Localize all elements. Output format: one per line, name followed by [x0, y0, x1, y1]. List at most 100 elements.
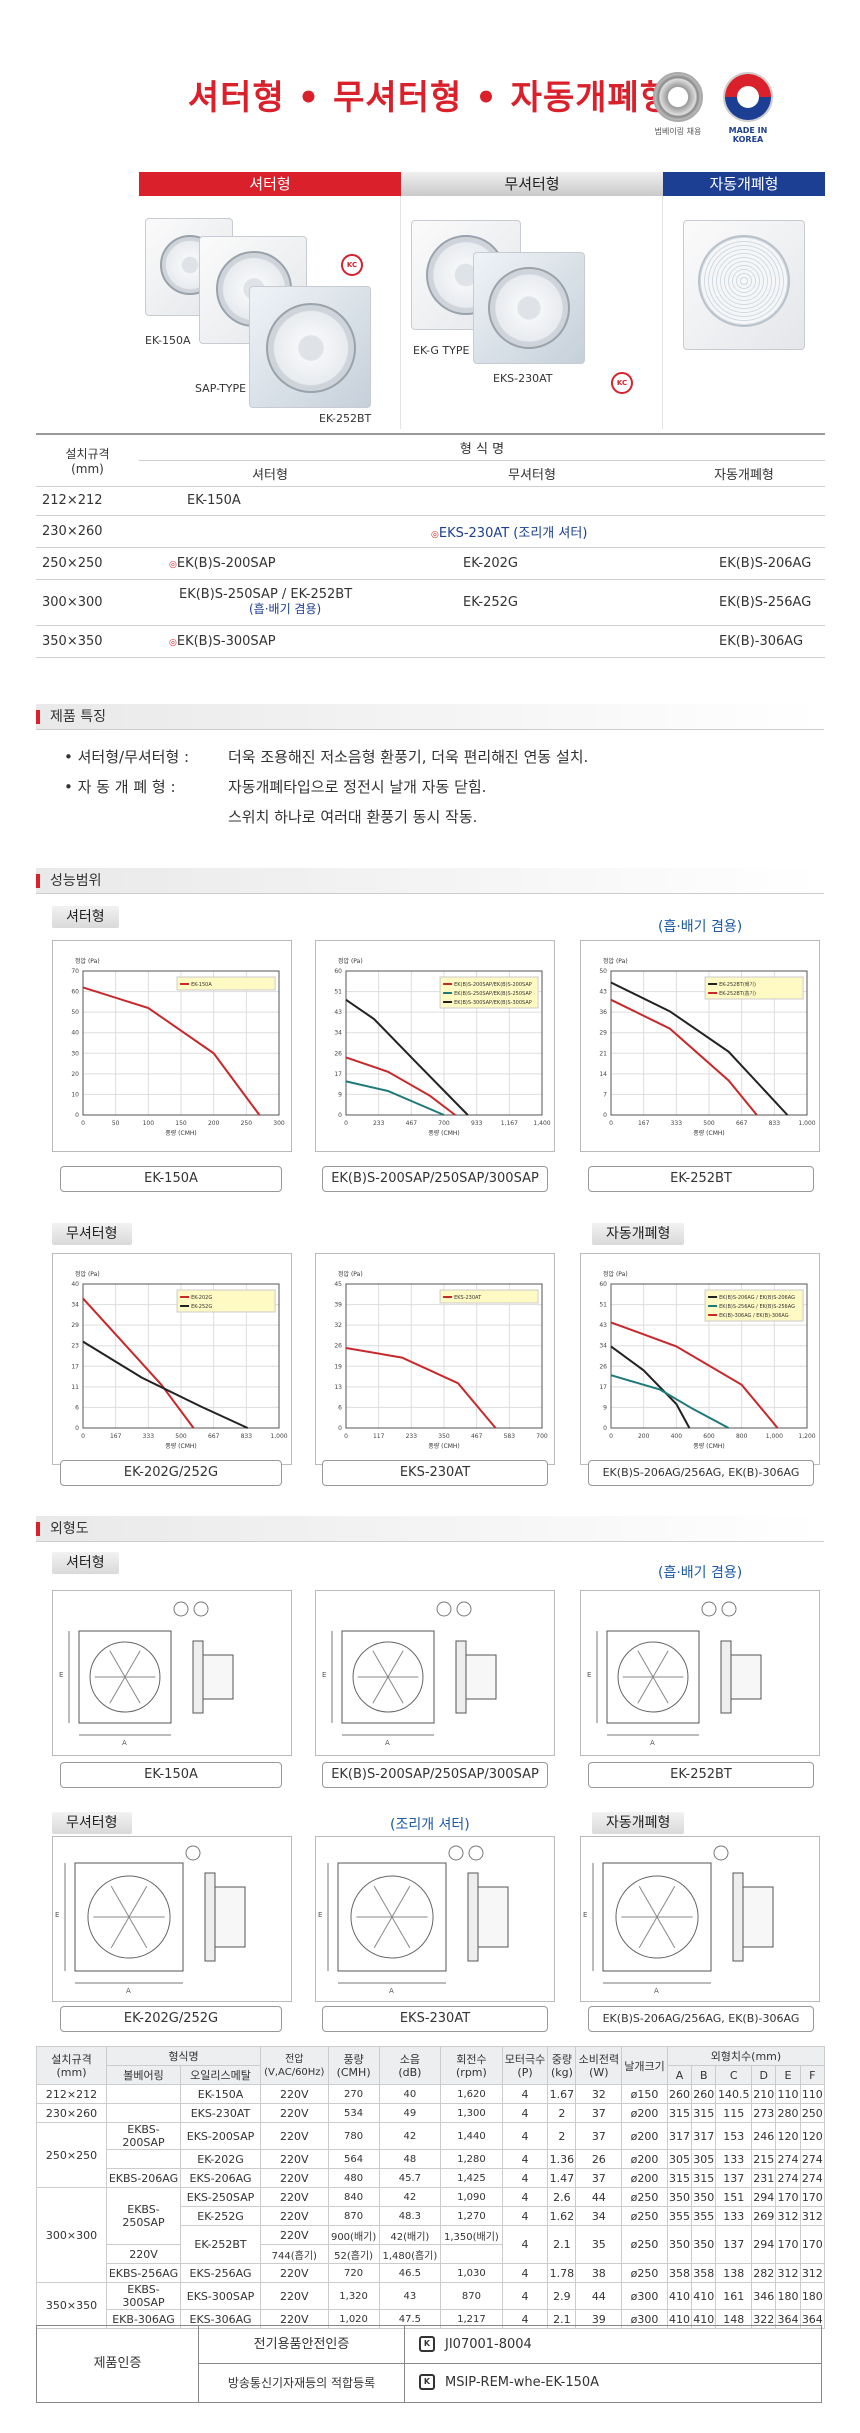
th-cmh: 풍량 (CMH): [327, 2046, 380, 2085]
y-tick-label: 50: [599, 968, 607, 975]
chart-eks230at: 0 117 233 350 467 583 700 0 6 13 19 26 32 39 45 정압 (Pa)…: [315, 1253, 555, 1465]
th-kg: 중량 (kg): [547, 2046, 577, 2085]
spec-noshutter: EK-252G: [401, 579, 663, 626]
table-cell: 350: [691, 2187, 717, 2207]
cert-row-value: MSIP-REM-whe-EK-150A: [445, 2375, 600, 2390]
y-tick-label: 14: [599, 1071, 607, 1078]
x-tick-label: 200: [638, 1433, 650, 1440]
outline-group-noshutter: 무셔터형: [52, 1812, 132, 1834]
table-cell: 250: [799, 2103, 826, 2123]
x-tick-label: 0: [81, 1120, 85, 1127]
perf-group-auto: 자동개폐형: [592, 1223, 685, 1245]
performance-section-title: 성능범위: [36, 868, 824, 894]
table-cell: 900(배기): [327, 2225, 380, 2245]
cert-row: 방송통신기자재등의 적합등록 K MSIP-REM-whe-EK-150A: [199, 2364, 821, 2402]
table-cell: 39: [575, 2309, 623, 2329]
y-tick-label: 36: [599, 1009, 607, 1016]
x-axis-label: 풍량 (CMH): [428, 1443, 460, 1450]
chart-ek252bt: 0 167 333 500 667 833 1,000 0 7 14 21 29 36 43 50 정압 (P…: [580, 940, 820, 1152]
table-cell: 170: [799, 2225, 826, 2264]
y-tick-label: 34: [599, 1343, 607, 1350]
spec-shutter: ◎EK(B)S-200SAP: [139, 547, 401, 580]
outline-drawing: AE: [315, 1836, 555, 2002]
spec-auto: [663, 486, 825, 516]
fan-ring: [617, 1641, 689, 1713]
table-cell: 220V: [260, 2263, 329, 2283]
table-row: EKBS-256AG EKS-256AG 220V 720 46.5 1,030 4 1.78…: [37, 2263, 826, 2283]
table-cell: ø250: [621, 2225, 668, 2264]
x-tick-label: 400: [671, 1433, 683, 1440]
th-oil: 오일리스메탈: [180, 2065, 261, 2085]
dim-label: E: [583, 1911, 587, 1919]
ball-bearing-caption: 범베이링 채용: [654, 127, 702, 136]
fan-blade: [110, 1885, 130, 1918]
table-cell: EKS-256AG: [180, 2263, 261, 2283]
power-plug-icon: [701, 1601, 717, 1617]
x-tick-label: 0: [609, 1433, 613, 1440]
y-axis-label: 정압 (Pa): [338, 1270, 363, 1278]
table-cell: 180: [799, 2282, 826, 2310]
spec-size: 250×250: [36, 547, 139, 580]
feature-label: • 셔터형/무셔터형 :: [64, 748, 190, 766]
table-cell: 364: [799, 2309, 826, 2329]
series-line: [82, 986, 261, 1116]
dim-label: A: [385, 1739, 390, 1747]
table-row: EK-202G 220V 564 48 1,280 4 1.36 26 ø200 305 305 13…: [37, 2149, 826, 2169]
y-tick-label: 0: [603, 1425, 607, 1432]
side-plate: [467, 1872, 479, 1962]
table-cell: 350×350: [36, 2282, 107, 2329]
table-cell: 220V: [260, 2187, 329, 2207]
table-cell: 480: [327, 2168, 380, 2188]
x-tick-label: 200: [208, 1120, 220, 1127]
table-cell: 45.7: [378, 2168, 442, 2188]
outline-group-shutter: 셔터형: [52, 1552, 119, 1574]
certification-box: 제품인증 전기용품안전인증 K JI07001-8004 방송통신기자재등의 적…: [36, 2325, 822, 2403]
fan-blade: [638, 1885, 658, 1918]
table-cell: 220V: [260, 2309, 329, 2329]
outline-caption: EK-150A: [60, 1762, 282, 1788]
table-cell: 1,440: [440, 2122, 503, 2150]
table-cell: 42: [378, 2122, 442, 2150]
table-cell: 170: [775, 2187, 801, 2207]
x-tick-label: 333: [143, 1433, 155, 1440]
cert-row-name: 방송통신기자재등의 적합등록: [199, 2364, 405, 2402]
table-row: EK-252G 220V 870 48.3 1,270 4 1.62 34 ø250 355 355…: [37, 2206, 826, 2226]
table-cell: EK-252G: [180, 2206, 261, 2226]
table-cell: 212×212: [36, 2084, 107, 2104]
photo-label-sap: SAP-TYPE: [195, 382, 247, 395]
table-cell: ø250: [621, 2263, 668, 2283]
table-cell: 220V: [260, 2206, 329, 2226]
table-cell: 2.9: [547, 2282, 577, 2310]
legend-label: EK(B)S-206AG / EK(B)S-206AG: [719, 1295, 795, 1301]
th-db: 소음 (dB): [378, 2046, 442, 2085]
series-line: [345, 998, 469, 1116]
fan-ring: [89, 1641, 161, 1713]
y-tick-label: 10: [71, 1091, 79, 1098]
table-cell: 37: [575, 2168, 623, 2188]
fan-ring: [87, 1875, 171, 1959]
plot-frame: [82, 1283, 280, 1429]
table-cell: 350: [666, 2187, 693, 2207]
table-cell: 1,030: [440, 2263, 503, 2283]
x-tick-label: 50: [112, 1120, 120, 1127]
x-tick-label: 933: [471, 1120, 483, 1127]
x-axis-label: 풍량 (CMH): [428, 1130, 460, 1137]
outline-section-title: 외형도: [36, 1516, 824, 1542]
table-cell: 274: [775, 2168, 801, 2188]
auto-photos: [663, 196, 825, 429]
table-cell: 274: [799, 2168, 826, 2188]
table-cell: 305: [666, 2149, 693, 2169]
motor-housing: [477, 1886, 509, 1948]
spec-shutter-text: EK(B)S-200SAP: [176, 555, 276, 571]
switch-icon: [193, 1601, 209, 1617]
legend-label: EK(B)S-250SAP/EK(B)S-250SAP: [454, 991, 532, 997]
x-tick-label: 0: [344, 1433, 348, 1440]
legend-label: EK(B)S-300SAP/EK(B)S-300SAP: [454, 1000, 532, 1006]
y-tick-label: 29: [599, 1030, 607, 1037]
table-cell: ø250: [621, 2206, 668, 2226]
table-cell: 153: [715, 2122, 753, 2150]
chart-g: 0 167 333 500 667 833 1,000 0 6 11 17 23 29 34 40 정압 (P…: [52, 1253, 292, 1465]
y-tick-label: 13: [334, 1384, 342, 1391]
y-tick-label: 26: [334, 1343, 342, 1350]
legend-box: [704, 1289, 804, 1322]
